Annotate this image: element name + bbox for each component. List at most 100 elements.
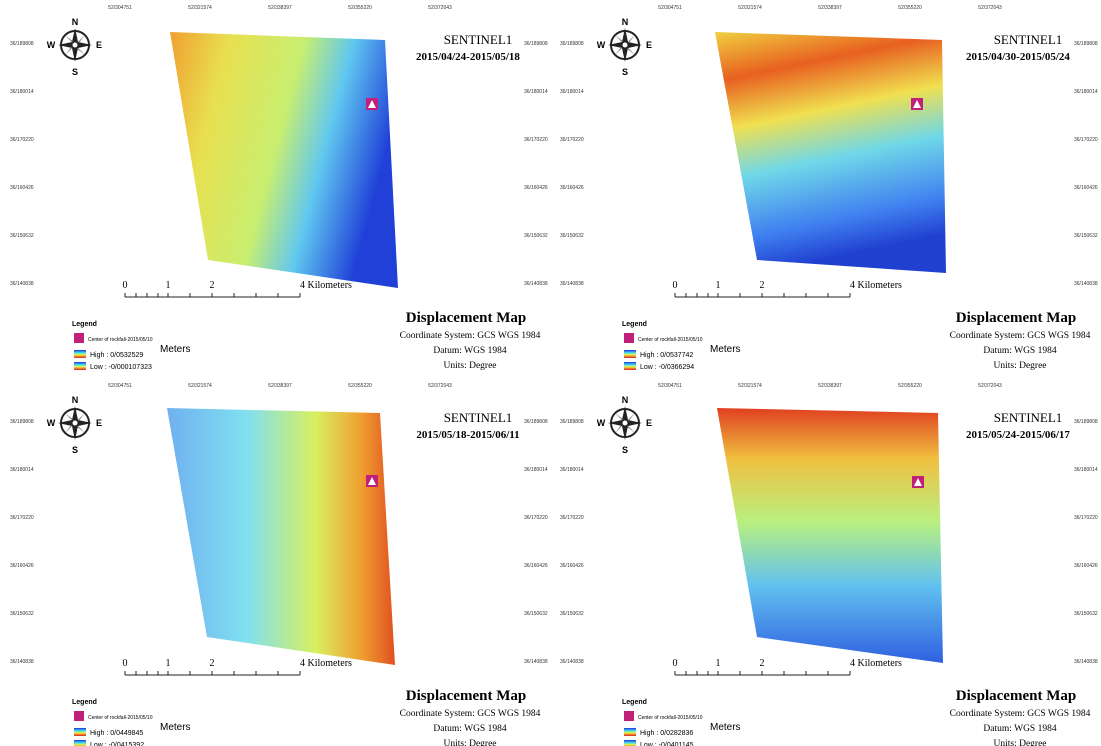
legend-unit: Meters [710, 344, 741, 355]
displacement-raster [715, 32, 946, 273]
map-panel: 52/304751 52/321574 52/338397 52/355220 52/3… [10, 383, 548, 746]
right-coordinate: 36/180014 [1074, 467, 1098, 473]
right-coordinate: 36/140838 [524, 659, 548, 665]
left-coordinate: 36/170220 [560, 137, 584, 143]
scale-label: 4 Kilometers [300, 658, 352, 669]
date-range: 2015/05/24-2015/06/17 [966, 429, 1070, 441]
date-range: 2015/04/30-2015/05/24 [966, 51, 1070, 63]
legend-low: Low : -0/0366294 [640, 364, 694, 371]
right-coordinate: 36/150632 [524, 611, 548, 617]
top-coordinate: 52/338397 [268, 383, 292, 389]
right-coordinate: 36/189808 [1074, 41, 1098, 47]
compass-rose: N S W E [597, 395, 652, 455]
compass-w: W [597, 418, 606, 428]
left-coordinate: 36/170220 [560, 515, 584, 521]
legend-low: Low : -0/0401145 [640, 742, 694, 746]
legend-low: Low : -0/0415392 [90, 742, 144, 746]
scale-label: 2 [760, 658, 765, 669]
compass-e: E [646, 40, 652, 50]
left-coordinate: 36/180014 [10, 467, 34, 473]
compass-w: W [47, 418, 56, 428]
date-range: 2015/05/18-2015/06/11 [416, 429, 519, 441]
top-coordinate: 52/372043 [978, 383, 1002, 389]
compass-center [621, 419, 629, 427]
left-coordinate: 36/180014 [10, 89, 34, 95]
left-coordinate: 36/180014 [560, 89, 584, 95]
scale-label: 0 [123, 280, 128, 291]
legend-marker [624, 333, 634, 343]
scale-label: 2 [210, 658, 215, 669]
info-title: Displacement Map [956, 688, 1076, 704]
legend-marker [624, 711, 634, 721]
legend-unit: Meters [710, 722, 741, 733]
coordinate-system: Coordinate System: GCS WGS 1984 [400, 331, 541, 341]
scale-label: 2 [760, 280, 765, 291]
map-panel: 52/304751 52/321574 52/338397 52/355220 52/3… [10, 5, 548, 371]
compass-n: N [72, 17, 79, 27]
top-coordinate: 52/304751 [108, 383, 132, 389]
legend-ramp-high [624, 728, 636, 736]
scale-label: 1 [716, 280, 721, 291]
right-coordinate: 36/150632 [524, 233, 548, 239]
right-coordinate: 36/189808 [1074, 419, 1098, 425]
right-coordinate: 36/140838 [1074, 659, 1098, 665]
displacement-raster [167, 408, 395, 665]
legend-ramp-high [624, 350, 636, 358]
coordinate-system: Coordinate System: GCS WGS 1984 [400, 709, 541, 719]
compass-center [621, 41, 629, 49]
compass-rose: N S W E [47, 17, 102, 77]
top-coordinate: 52/338397 [818, 383, 842, 389]
compass-n: N [622, 17, 629, 27]
legend-ramp-low [624, 362, 636, 370]
top-coordinate: 52/304751 [658, 383, 682, 389]
legend-high: High : 0/0449845 [90, 730, 143, 737]
left-coordinate: 36/189808 [560, 41, 584, 47]
compass-center [71, 41, 79, 49]
legend-marker-label: Center of rockfall-2015/05/10 [88, 715, 153, 721]
scale-label: 1 [716, 658, 721, 669]
top-coordinate: 52/321574 [738, 383, 762, 389]
map-panel: 52/304751 52/321574 52/338397 52/355220 52/3… [560, 383, 1098, 746]
compass-e: E [96, 418, 102, 428]
coordinate-system: Coordinate System: GCS WGS 1984 [950, 709, 1091, 719]
left-coordinate: 36/170220 [10, 515, 34, 521]
right-coordinate: 36/189808 [524, 419, 548, 425]
compass-w: W [597, 40, 606, 50]
left-coordinate: 36/160426 [560, 563, 584, 569]
top-coordinate: 52/372043 [978, 5, 1002, 11]
left-coordinate: 36/150632 [10, 233, 34, 239]
legend-title: Legend [622, 699, 647, 706]
top-coordinate: 52/321574 [188, 5, 212, 11]
rockfall-marker-icon [914, 478, 922, 486]
top-coordinate: 52/338397 [818, 5, 842, 11]
legend-ramp-low [74, 740, 86, 746]
info-title: Displacement Map [956, 310, 1076, 326]
right-coordinate: 36/140838 [1074, 281, 1098, 287]
rockfall-marker-icon [913, 100, 921, 108]
top-coordinate: 52/372043 [428, 383, 452, 389]
legend-marker-label: Center of rockfall-2015/05/10 [88, 337, 153, 343]
top-coordinate: 52/372043 [428, 5, 452, 11]
compass-w: W [47, 40, 56, 50]
legend-title: Legend [72, 699, 97, 706]
panel-title: SENTINEL1 [444, 32, 513, 47]
legend-ramp-high [74, 728, 86, 736]
compass-e: E [96, 40, 102, 50]
top-coordinate: 52/355220 [898, 383, 922, 389]
legend-title: Legend [622, 321, 647, 328]
scale-label: 0 [673, 658, 678, 669]
scale-label: 4 Kilometers [850, 280, 902, 291]
left-coordinate: 36/150632 [560, 233, 584, 239]
displacement-raster [170, 32, 398, 288]
compass-s: S [622, 445, 628, 455]
scale-label: 4 Kilometers [300, 280, 352, 291]
right-coordinate: 36/180014 [1074, 89, 1098, 95]
top-coordinate: 52/321574 [738, 5, 762, 11]
legend-high: High : 0/0282836 [640, 730, 693, 737]
compass-rose: N S W E [47, 395, 102, 455]
map-panel: 52/304751 52/321574 52/338397 52/355220 52/3… [560, 5, 1098, 371]
left-coordinate: 36/189808 [10, 419, 34, 425]
left-coordinate: 36/140838 [10, 281, 34, 287]
scale-label: 4 Kilometers [850, 658, 902, 669]
compass-s: S [72, 445, 78, 455]
